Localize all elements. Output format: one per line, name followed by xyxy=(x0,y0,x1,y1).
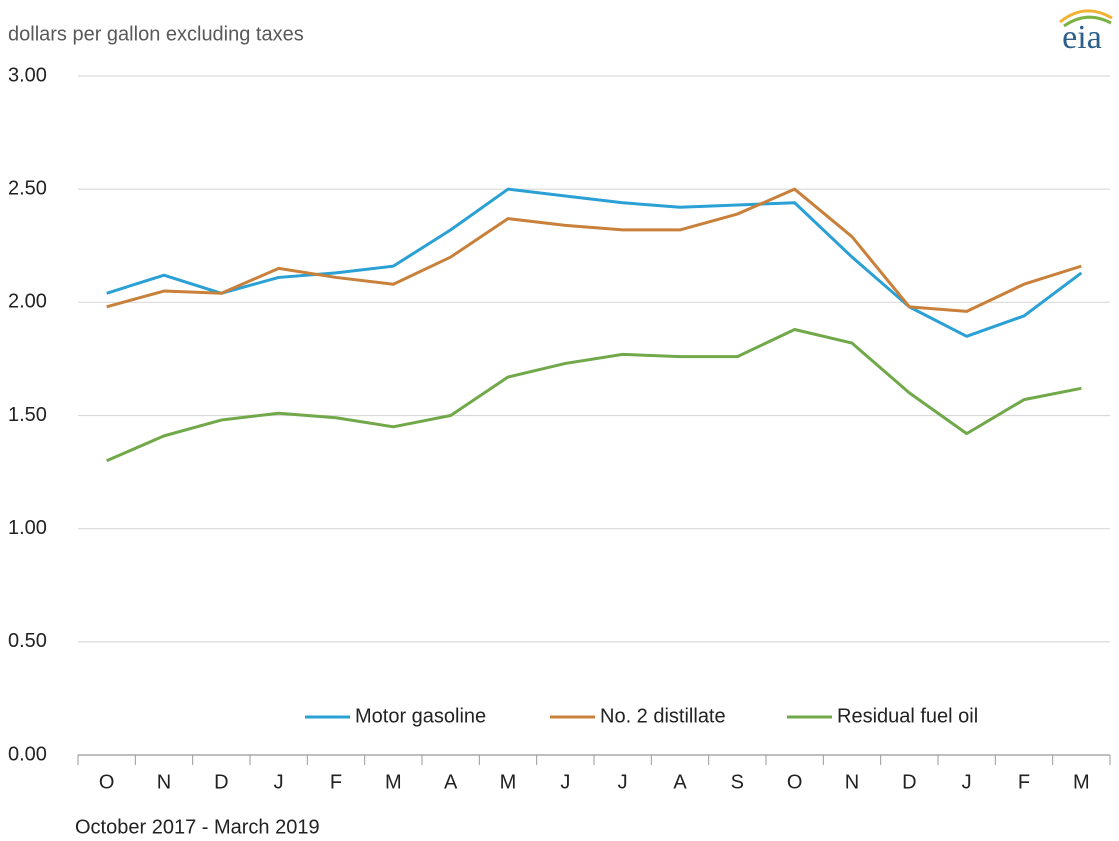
legend-label: Motor gasoline xyxy=(355,705,486,727)
series-line xyxy=(106,187,1082,313)
x-tick-label: N xyxy=(157,771,171,793)
x-tick-label: F xyxy=(330,771,342,793)
x-tick-label: A xyxy=(444,771,458,793)
y-tick-label: 0.00 xyxy=(8,743,47,765)
y-tick-label: 2.50 xyxy=(8,177,47,199)
x-tick-label: M xyxy=(1073,771,1090,793)
logo-arc xyxy=(1063,15,1112,28)
y-axis-label: dollars per gallon excluding taxes xyxy=(8,23,304,45)
x-tick-label: A xyxy=(673,771,687,793)
x-tick-label: F xyxy=(1018,771,1030,793)
y-tick-label: 3.00 xyxy=(8,64,47,86)
x-tick-label: J xyxy=(618,771,628,793)
x-axis-label: October 2017 - March 2019 xyxy=(75,816,320,838)
logo: eia xyxy=(1062,19,1102,56)
x-tick-label: M xyxy=(500,771,517,793)
series-line xyxy=(106,327,1082,463)
x-tick-label: O xyxy=(99,771,115,793)
x-tick-label: D xyxy=(214,771,228,793)
logo-arc xyxy=(1059,9,1113,24)
x-tick-label: J xyxy=(962,771,972,793)
x-tick-label: J xyxy=(274,771,284,793)
x-tick-label: D xyxy=(902,771,916,793)
x-tick-label: O xyxy=(787,771,803,793)
y-tick-label: 0.50 xyxy=(8,630,47,652)
x-tick-label: N xyxy=(845,771,859,793)
x-tick-label: S xyxy=(731,771,744,793)
x-tick-label: J xyxy=(560,771,570,793)
y-tick-label: 1.00 xyxy=(8,517,47,539)
x-tick-label: M xyxy=(385,771,402,793)
legend-label: Residual fuel oil xyxy=(837,705,978,727)
legend-label: No. 2 distillate xyxy=(600,705,726,727)
y-tick-label: 2.00 xyxy=(8,291,47,313)
series-line xyxy=(106,187,1083,338)
y-tick-label: 1.50 xyxy=(8,404,47,426)
